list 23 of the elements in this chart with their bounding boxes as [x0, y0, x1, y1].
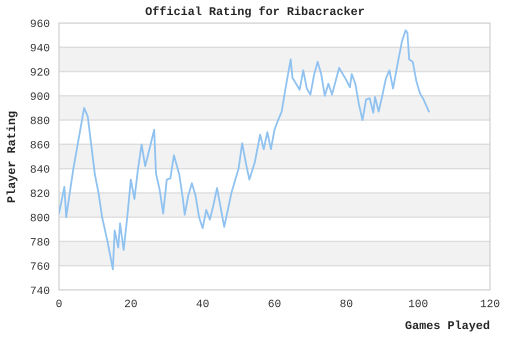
x-tick-label: 100	[408, 300, 428, 308]
y-tick-label: 900	[30, 92, 50, 100]
x-axis-title: Games Played	[405, 320, 490, 332]
y-tick-label: 760	[30, 262, 50, 270]
y-tick-label: 840	[30, 165, 50, 173]
y-tick-label: 780	[30, 238, 50, 246]
x-tick-label: 0	[56, 300, 62, 308]
chart-title: Official Rating for Ribacracker	[146, 6, 364, 18]
y-tick-label: 820	[30, 190, 50, 198]
y-tick-label: 880	[30, 116, 50, 124]
x-tick-label: 80	[340, 300, 352, 308]
y-tick-label: 860	[30, 140, 50, 148]
x-tick-label: 120	[480, 300, 500, 308]
x-tick-label: 20	[124, 300, 137, 308]
y-tick-label: 940	[30, 44, 50, 52]
line-series	[59, 29, 430, 270]
y-tick-label: 960	[30, 20, 50, 28]
x-tick-label: 60	[268, 300, 280, 308]
y-axis-title: Player Rating	[6, 112, 18, 202]
y-tick-label: 920	[30, 68, 50, 76]
y-tick-label: 740	[30, 286, 50, 294]
x-tick-label: 40	[196, 300, 209, 308]
y-tick-label: 800	[30, 214, 50, 222]
